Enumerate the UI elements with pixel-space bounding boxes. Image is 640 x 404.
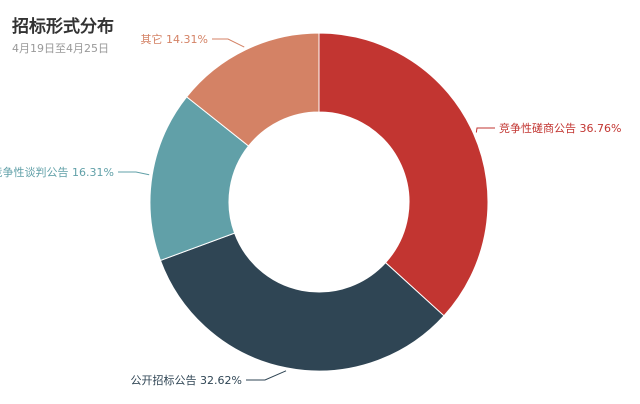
pie-slice-4[interactable] (186, 32, 320, 147)
slice-label-3: 竞争性谈判公告 16.31% (0, 165, 114, 179)
chart-subtitle: 4月19日至4月25日 (12, 42, 109, 55)
slice-label-2: 公开招标公告 32.62% (131, 373, 242, 387)
pie-slice-1[interactable] (318, 32, 489, 317)
slice-label-1: 竞争性磋商公告 36.76% (499, 121, 621, 135)
pie-slice-2[interactable] (159, 232, 445, 372)
chart-title: 招标形式分布 (12, 17, 114, 37)
label-line-4 (212, 38, 245, 48)
label-line-3 (118, 171, 150, 176)
slice-label-4: 其它 14.31% (141, 32, 208, 46)
label-line-2 (246, 370, 287, 381)
label-line-1 (475, 127, 495, 133)
